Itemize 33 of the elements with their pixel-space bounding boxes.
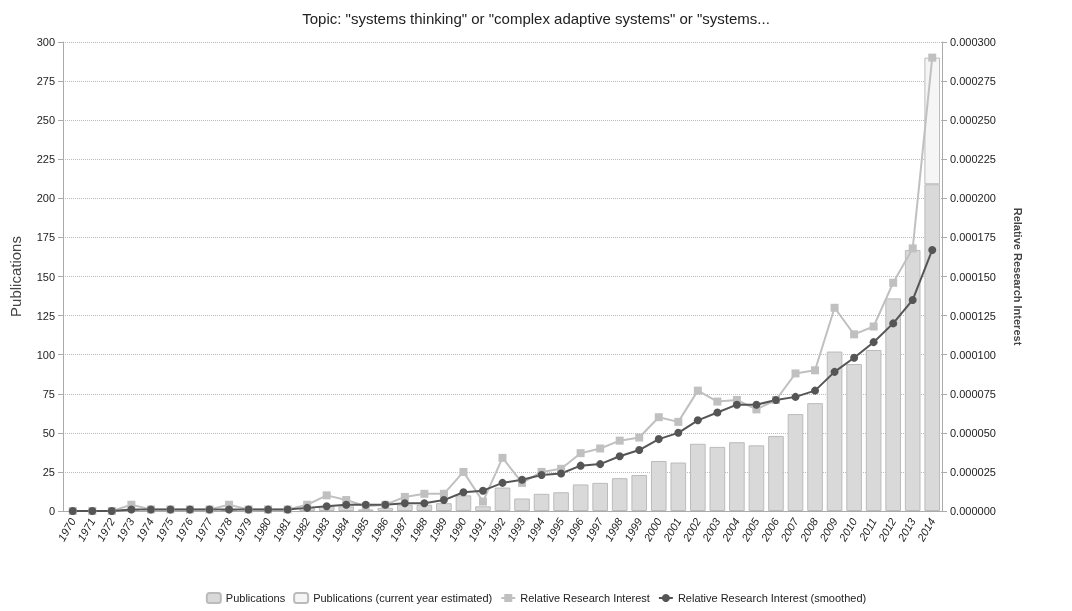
- y-tick-label: 150: [36, 270, 55, 283]
- y2-tick-label: 0.000250: [950, 114, 996, 127]
- legend-label: Publications (current year estimated): [313, 592, 493, 604]
- y2-tick-label: 0.000225: [950, 153, 996, 166]
- legend-label: Relative Research Interest (smoothed): [677, 592, 867, 604]
- y-tick-label: 200: [36, 192, 55, 205]
- y2-tick-label: 0.000000: [950, 505, 996, 517]
- y2-axis-title: Relative Research Interest: [1011, 207, 1024, 346]
- y2-tick-label: 0.000050: [950, 426, 996, 439]
- y2-tick-label: 0.000125: [950, 309, 996, 322]
- legend-label: Publications: [225, 592, 286, 604]
- y-tick-label: 275: [36, 75, 55, 88]
- y-tick-label: 50: [42, 426, 55, 439]
- y-tick-label: 300: [36, 36, 55, 48]
- y-tick-label: 0: [48, 505, 55, 517]
- y-tick-label: 75: [42, 387, 55, 400]
- y2-tick-label: 0.000100: [950, 348, 996, 361]
- y2-tick-label: 0.000025: [950, 465, 996, 478]
- y2-tick-label: 0.000175: [950, 231, 996, 244]
- y-tick-label: 25: [42, 465, 55, 478]
- y2-tick-label: 0.000300: [950, 36, 996, 48]
- y-tick-label: 175: [36, 231, 55, 244]
- y2-tick-label: 0.000075: [950, 387, 996, 400]
- y-tick-label: 250: [36, 114, 55, 127]
- y2-tick-label: 0.000150: [950, 270, 996, 283]
- chart-title: Topic: "systems thinking" or "complex adaptive systems" or "systems...: [302, 10, 770, 27]
- y-tick-label: 225: [36, 153, 55, 166]
- y-axis-title: Publications: [7, 236, 24, 317]
- legend-label: Relative Research Interest: [520, 592, 650, 604]
- y-tick-label: 125: [36, 309, 55, 322]
- y-tick-label: 100: [36, 348, 55, 361]
- y2-tick-label: 0.000200: [950, 192, 996, 205]
- y2-tick-label: 0.000275: [950, 75, 996, 88]
